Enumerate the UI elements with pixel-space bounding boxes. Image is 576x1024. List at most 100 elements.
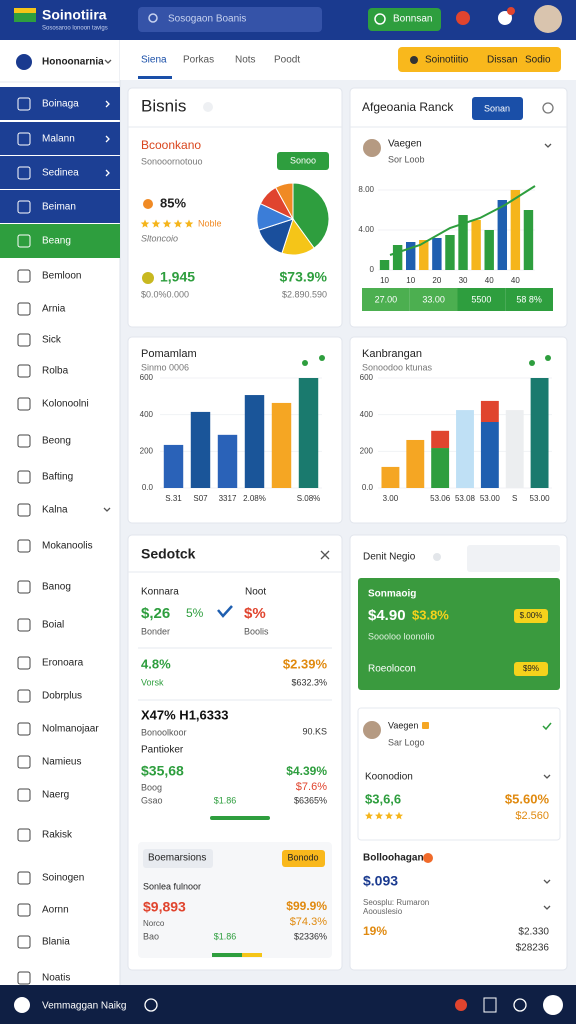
leaf-icon xyxy=(319,355,325,361)
value: $3,6,6 xyxy=(365,791,401,806)
tab[interactable]: Porkas xyxy=(183,55,214,66)
card xyxy=(127,87,343,328)
tab[interactable]: Siena xyxy=(141,55,167,66)
note: Sonooornotouo xyxy=(141,156,203,166)
sidebar-item[interactable]: Beiman xyxy=(42,202,76,213)
sidebar-item[interactable]: Arnia xyxy=(42,304,66,315)
badge xyxy=(507,7,515,15)
sidebar-item[interactable]: Beong xyxy=(42,436,71,447)
stat-value: 33.00 xyxy=(422,294,445,304)
note: $1.86 xyxy=(214,931,237,941)
sidebar-item[interactable]: Rakisk xyxy=(42,830,73,841)
x-tick-label: S.08% xyxy=(297,494,321,503)
sidebar-item-bg[interactable] xyxy=(0,224,120,258)
card-button[interactable] xyxy=(472,97,523,120)
footer-icon xyxy=(144,998,158,1012)
section-label: Pantioker xyxy=(141,745,184,756)
y-tick-label: 600 xyxy=(360,373,374,382)
value: $74.3% xyxy=(290,916,328,928)
sidebar-icon xyxy=(17,828,31,842)
pill-button[interactable] xyxy=(282,850,325,867)
sidebar-item[interactable]: Beang xyxy=(42,236,71,247)
sidebar-item[interactable]: Blania xyxy=(42,937,70,948)
sidebar-item[interactable]: Namieus xyxy=(42,757,81,768)
x-tick-label: 53.06 xyxy=(430,494,451,503)
tab[interactable]: Nots xyxy=(235,55,256,66)
sidebar-item[interactable]: Boial xyxy=(42,620,64,631)
bar xyxy=(456,410,474,488)
card-button[interactable] xyxy=(277,152,329,170)
value: $9,893 xyxy=(143,899,186,915)
card-subtitle: Bcoonkano xyxy=(141,138,201,152)
x-tick-label: S07 xyxy=(193,494,208,503)
label: Boemarsions xyxy=(148,853,206,864)
value: $.093 xyxy=(363,873,398,889)
value: $% xyxy=(244,605,266,622)
card-title: Pomamlam xyxy=(141,348,197,360)
sidebar-item[interactable]: Naerg xyxy=(42,790,69,801)
bar xyxy=(431,448,450,488)
x-tick-label: S.31 xyxy=(165,494,182,503)
pill-label: $9% xyxy=(523,664,539,673)
sidebar-item[interactable]: Kalna xyxy=(42,505,68,516)
action-label: Dissan xyxy=(487,55,518,66)
sidebar-item[interactable]: Noatis xyxy=(42,973,70,984)
footer-text: Vemmaggan Naikg xyxy=(42,1001,127,1012)
y-tick-label: 200 xyxy=(140,446,154,455)
value: $28236 xyxy=(516,943,550,954)
action-label: Sodio xyxy=(525,55,551,66)
action-button[interactable] xyxy=(398,47,561,72)
sidebar-item-bg[interactable] xyxy=(0,190,120,223)
badge xyxy=(422,722,429,729)
star-icon xyxy=(162,219,172,228)
note: Seosplu: Rumaron xyxy=(363,898,429,907)
note: Boog xyxy=(141,782,162,792)
sidebar-item-bg[interactable] xyxy=(0,156,120,189)
note: $632.3% xyxy=(291,677,327,687)
sidebar-item[interactable]: Sick xyxy=(42,335,62,346)
bar xyxy=(431,430,450,449)
bar xyxy=(480,400,499,422)
header-button[interactable] xyxy=(368,8,441,31)
button-label: Sonoo xyxy=(290,155,316,165)
bar xyxy=(471,220,481,270)
bar xyxy=(298,378,319,488)
sidebar-item[interactable]: Sedinea xyxy=(42,168,79,179)
close-icon[interactable] xyxy=(320,550,330,560)
tab[interactable]: Poodt xyxy=(274,55,300,66)
sidebar-item[interactable]: Boinaga xyxy=(42,99,79,110)
sidebar-item[interactable]: Rolba xyxy=(42,366,69,377)
sidebar-item[interactable]: Kolonoolni xyxy=(42,399,89,410)
sidebar-item[interactable]: Soinogen xyxy=(42,873,84,884)
sidebar-item[interactable]: Mokanoolis xyxy=(42,541,93,552)
footer-icon xyxy=(455,999,467,1011)
sidebar-icon xyxy=(17,656,31,670)
value: 4.8% xyxy=(141,656,171,671)
info-icon xyxy=(203,102,213,112)
sidebar-item[interactable]: Eronoara xyxy=(42,658,84,669)
sidebar-item[interactable]: Aornn xyxy=(42,905,69,916)
value: $99.9% xyxy=(286,899,327,913)
bar xyxy=(379,260,390,270)
sidebar-item-bg[interactable] xyxy=(0,87,120,120)
sidebar-item-bg[interactable] xyxy=(0,122,120,155)
sidebar-icon xyxy=(17,871,31,885)
sidebar-item[interactable]: Bemloon xyxy=(42,271,81,282)
y-tick-label: 8.00 xyxy=(358,185,374,194)
sidebar-header[interactable]: Honoonarnia xyxy=(42,57,104,68)
card-subtitle: Sinmo 0006 xyxy=(141,362,189,372)
sidebar-icon xyxy=(17,788,31,802)
note: Bonoolkoor xyxy=(141,727,187,737)
sidebar-item[interactable]: Nolmanojaar xyxy=(42,724,99,735)
sidebar-item[interactable]: Malann xyxy=(42,134,75,145)
sidebar-icon xyxy=(17,397,31,411)
sidebar-item[interactable]: Bafting xyxy=(42,472,73,483)
note: $2336% xyxy=(294,931,327,941)
note: Norco xyxy=(143,919,165,928)
search-box[interactable] xyxy=(138,7,322,32)
star-icon xyxy=(173,219,183,228)
sidebar-item[interactable]: Banog xyxy=(42,582,71,593)
note: Bonder xyxy=(141,626,170,636)
sidebar-item[interactable]: Dobrplus xyxy=(42,691,82,702)
button-label: Bonnsan xyxy=(393,14,432,25)
